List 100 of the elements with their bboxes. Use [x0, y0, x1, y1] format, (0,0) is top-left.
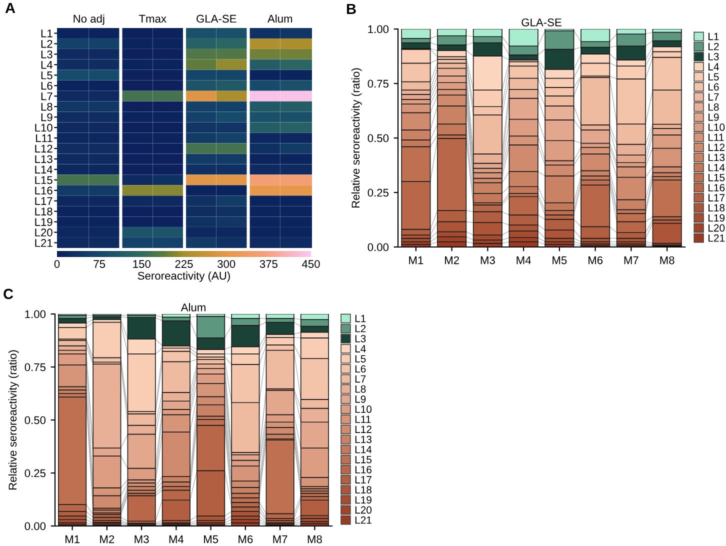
- y-tick-label: 0.25: [368, 188, 389, 197]
- y-tick-label: 0.75: [24, 363, 46, 372]
- y-tick-label: L3: [41, 50, 52, 58]
- y-tick-label: L18: [35, 208, 52, 216]
- legend-label: L16: [708, 184, 725, 192]
- text: Alum: [267, 14, 292, 23]
- y-tick-label: L17: [35, 197, 52, 205]
- y-tick-label: L16: [35, 186, 52, 195]
- legend-label: L13: [355, 436, 372, 444]
- text: B: [346, 4, 356, 14]
- legend-label: L9: [708, 113, 719, 121]
- legend-label: L15: [708, 174, 725, 182]
- legend-label: L8: [355, 385, 366, 393]
- legend-label: L3: [708, 52, 719, 60]
- y-tick-label: L5: [41, 72, 52, 80]
- text: GLA-SE: [196, 14, 236, 23]
- legend-label: L10: [708, 124, 725, 131]
- x-tick-label: M6: [588, 256, 603, 264]
- legend-label: L12: [708, 144, 725, 151]
- x-tick-label: M1: [66, 535, 80, 544]
- legend-label: L1: [708, 32, 719, 40]
- legend-label: L17: [708, 194, 725, 202]
- y-tick-label: 0.50: [368, 134, 389, 142]
- text: A: [5, 2, 16, 13]
- y-tick-label: L4: [41, 61, 53, 69]
- color-bar-label: 225: [175, 260, 193, 268]
- y-tick-label: L14: [35, 166, 53, 174]
- color-bar-label: 75: [94, 260, 106, 268]
- legend-label: L20: [355, 506, 372, 514]
- chart-title: GLA-SE: [522, 18, 562, 26]
- x-tick-label: M1: [409, 256, 424, 264]
- legend-label: L4: [708, 63, 719, 70]
- y-tick-label: 1.00: [368, 25, 389, 34]
- y-tick-label: 0.00: [24, 522, 46, 530]
- legend-label: L21: [708, 234, 725, 242]
- color-bar-label: 450: [302, 260, 320, 268]
- x-tick-label: M3: [134, 535, 149, 544]
- legend-label: L5: [708, 73, 719, 81]
- y-tick-label: L12: [35, 144, 52, 152]
- legend-label: L5: [355, 355, 366, 363]
- legend-label: L21: [355, 516, 372, 524]
- y-tick-label: L13: [35, 155, 52, 164]
- legend-label: L19: [355, 496, 372, 504]
- y-tick-label: 0.50: [24, 416, 46, 424]
- legend-label: L16: [355, 466, 372, 474]
- text: No adj: [74, 14, 104, 25]
- legend-label: L20: [708, 224, 725, 232]
- y-tick-label: 1.00: [25, 310, 46, 318]
- legend-label: L18: [355, 486, 372, 494]
- legend-label: L14: [708, 164, 725, 172]
- legend-label: L8: [708, 103, 719, 111]
- y-tick-label: L1: [41, 30, 52, 38]
- color-bar-title: Seroreactivity (AU): [138, 272, 230, 282]
- x-tick-label: M4: [169, 535, 184, 544]
- y-axis-title: Relative seroreactivity (ratio): [8, 350, 19, 490]
- y-tick-label: L9: [41, 113, 52, 122]
- color-bar-label: 300: [217, 260, 236, 268]
- legend-label: L1: [355, 314, 366, 322]
- legend-label: L13: [708, 154, 725, 162]
- legend-label: L17: [355, 476, 372, 484]
- legend-label: L2: [708, 42, 719, 50]
- y-tick-label: L10: [35, 124, 52, 132]
- y-tick-label: L11: [36, 134, 52, 142]
- y-tick-label: 0.75: [368, 80, 389, 88]
- legend-label: L19: [708, 214, 725, 222]
- y-tick-label: 0.00: [368, 243, 389, 252]
- x-tick-label: M5: [204, 535, 218, 544]
- legend-label: L6: [355, 365, 366, 373]
- x-tick-label: M2: [445, 256, 459, 264]
- y-tick-label: 0.25: [24, 469, 46, 478]
- chart-title: Alum: [180, 303, 206, 312]
- y-tick-label: L8: [41, 102, 52, 111]
- legend-label: L4: [355, 345, 366, 352]
- legend-label: L14: [355, 446, 372, 454]
- y-tick-label: L19: [35, 218, 52, 226]
- legend-label: L10: [355, 406, 372, 413]
- color-bar-label: 150: [133, 260, 150, 268]
- legend-label: L9: [355, 395, 366, 403]
- color-bar-label: 375: [260, 260, 278, 268]
- legend-label: L3: [355, 334, 366, 342]
- x-tick-label: M4: [516, 256, 531, 264]
- y-tick-label: L6: [41, 82, 52, 90]
- text: C: [4, 288, 14, 300]
- x-tick-label: M2: [100, 535, 114, 544]
- legend-label: L11: [708, 134, 724, 141]
- y-tick-label: L20: [35, 228, 52, 236]
- x-tick-label: M3: [480, 256, 495, 264]
- legend-label: L11: [355, 416, 371, 423]
- x-tick-label: M5: [552, 256, 567, 264]
- legend-label: L7: [355, 375, 366, 383]
- legend-label: L18: [708, 204, 725, 212]
- color-bar-label: 0: [54, 260, 60, 268]
- x-tick-label: M6: [238, 535, 253, 544]
- text: Tmax: [138, 14, 166, 23]
- legend-label: L2: [355, 324, 366, 332]
- y-axis-title: Relative seroreactivity (ratio): [351, 68, 362, 208]
- y-tick-label: L21: [35, 239, 52, 247]
- y-tick-label: L15: [35, 176, 52, 184]
- x-tick-label: M7: [624, 256, 638, 264]
- legend-label: L7: [708, 93, 719, 101]
